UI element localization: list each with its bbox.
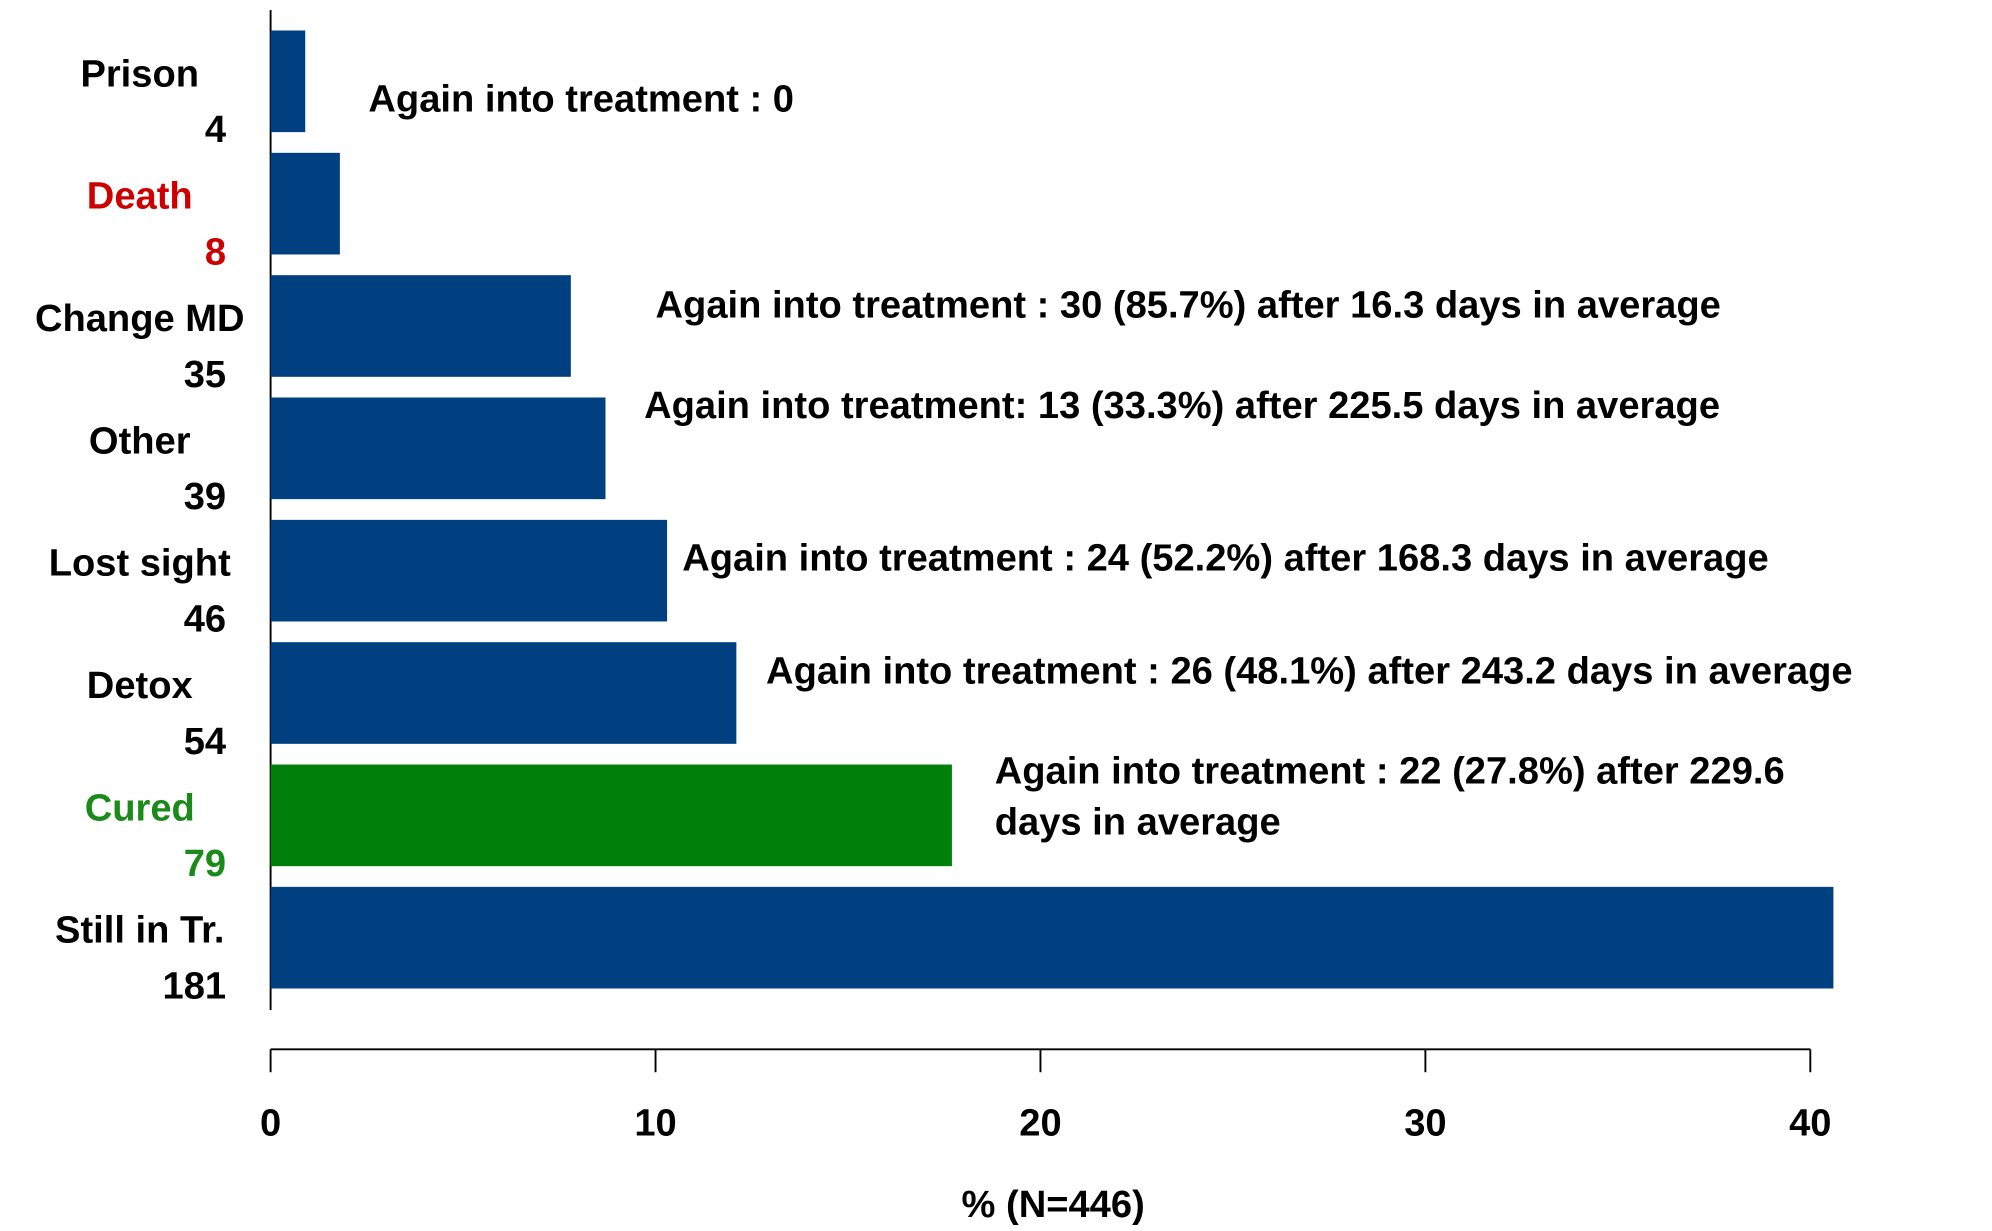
bar (270, 30, 306, 133)
count-label: 54 (184, 721, 226, 763)
category-label: Change MD (35, 298, 245, 340)
category-label: Detox (87, 665, 193, 707)
count-label: 4 (205, 109, 226, 151)
annotation: Again into treatment : 22 (27.8%) after … (995, 751, 1785, 793)
count-label: 46 (184, 599, 226, 641)
category-label: Lost sight (49, 543, 231, 585)
x-axis-label: % (N=446) (962, 1184, 1145, 1226)
bar (270, 642, 737, 744)
count-label: 39 (184, 476, 226, 518)
annotation: Again into treatment : 26 (48.1%) after … (766, 650, 1853, 692)
x-tick-label: 30 (1404, 1103, 1446, 1145)
bar (270, 519, 668, 622)
annotation: Again into treatment: 13 (33.3%) after 2… (644, 385, 1720, 427)
annotation: days in average (995, 802, 1281, 844)
x-tick-label: 10 (634, 1103, 676, 1145)
bar (270, 764, 952, 867)
category-label: Cured (85, 787, 195, 829)
category-label: Still in Tr. (55, 910, 224, 952)
annotation: Again into treatment : 30 (85.7%) after … (656, 284, 1721, 326)
category-label: Other (89, 420, 191, 462)
bar (270, 152, 340, 255)
count-label: 8 (205, 232, 226, 274)
annotation: Again into treatment : 24 (52.2%) after … (682, 537, 1769, 579)
bar (270, 275, 571, 377)
x-tick-label: 40 (1789, 1103, 1831, 1145)
category-label: Death (87, 176, 193, 218)
bar (270, 397, 606, 500)
category-label: Prison (80, 53, 199, 95)
x-tick-label: 20 (1019, 1103, 1061, 1145)
count-label: 35 (184, 354, 226, 396)
annotation: Again into treatment : 0 (368, 79, 794, 121)
count-label: 181 (163, 966, 227, 1008)
count-label: 79 (184, 843, 226, 885)
bar (270, 886, 1834, 989)
x-tick-label: 0 (260, 1103, 281, 1145)
